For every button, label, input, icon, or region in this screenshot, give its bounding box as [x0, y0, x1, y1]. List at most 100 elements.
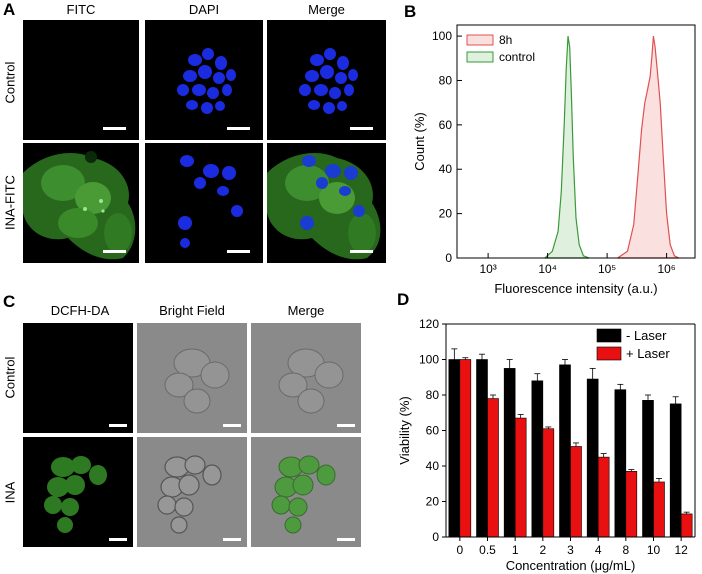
panel-c-row-control: Control	[2, 356, 18, 399]
merge-cells	[267, 153, 381, 260]
micrograph-c-control-merge	[251, 323, 361, 433]
x-tick-label: 12	[674, 543, 688, 557]
x-tick-label: 10³	[479, 262, 496, 276]
y-tick-label: 60	[426, 424, 440, 438]
bar-no-laser	[614, 389, 627, 538]
micrograph-c-control-dcfh	[23, 323, 133, 433]
dapi-nuclei	[177, 48, 236, 114]
y-tick-label: 100	[432, 29, 452, 43]
legend-swatch	[596, 346, 622, 361]
scale-bar	[350, 127, 373, 130]
y-axis-label: Viability (%)	[397, 396, 412, 464]
bar-no-laser	[559, 364, 571, 538]
bright-field-cells	[164, 348, 230, 414]
bar-no-laser	[669, 403, 682, 538]
bar-laser	[542, 428, 555, 538]
panel-a-col-dapi: DAPI	[188, 2, 220, 17]
legend-label: + Laser	[626, 346, 670, 361]
x-tick-label: 10⁵	[598, 262, 616, 276]
panel-c-col-merge: Merge	[287, 303, 325, 318]
legend-swatch	[466, 51, 494, 63]
y-tick-label: 40	[426, 459, 440, 473]
micrograph-c-control-bright	[137, 323, 247, 433]
scale-bar	[103, 127, 126, 130]
scale-bar	[350, 250, 373, 253]
bar-laser	[570, 446, 582, 538]
bar-laser	[597, 456, 610, 538]
scale-bar	[227, 250, 250, 253]
bar-laser	[514, 417, 527, 538]
legend-label: control	[499, 50, 535, 64]
y-tick-label: 80	[426, 388, 440, 402]
micrograph-a-control-merge	[267, 20, 386, 140]
merge-nuclei	[299, 48, 358, 114]
x-tick-label: 0	[456, 543, 463, 557]
micrograph-a-control-fitc	[23, 20, 139, 140]
scale-bar	[337, 538, 355, 541]
bright-field-cells	[157, 455, 222, 534]
micrograph-c-ina-dcfh	[23, 437, 133, 547]
bar-no-laser	[531, 380, 544, 538]
panel-c-col-bright: Bright Field	[159, 303, 225, 318]
panel-a-row-ina-fitc: INA-FITC	[2, 175, 18, 230]
histogram-1	[544, 36, 590, 259]
bar-no-laser	[642, 400, 654, 538]
x-tick-label: 0.5	[479, 543, 496, 557]
plot-frame	[456, 24, 696, 259]
x-tick-label: 10⁴	[538, 262, 557, 276]
scale-bar	[227, 127, 250, 130]
scale-bar	[103, 250, 126, 253]
panel-c-letter: C	[3, 292, 16, 311]
bar-no-laser	[448, 359, 461, 538]
panel-a-row-control: Control	[2, 61, 18, 104]
y-tick-label: 20	[426, 495, 440, 509]
x-tick-label: 10⁶	[657, 262, 675, 276]
legend-label: 8h	[499, 33, 512, 47]
bar-laser	[487, 398, 499, 538]
fitc-cells	[23, 151, 136, 260]
y-tick-label: 100	[419, 353, 439, 367]
y-tick-label: 0	[445, 251, 452, 265]
bar-no-laser	[586, 378, 599, 538]
scale-bar	[109, 424, 127, 427]
y-axis-label: Count (%)	[412, 112, 427, 171]
x-tick-label: 1	[512, 543, 519, 557]
dapi-nuclei	[178, 155, 243, 248]
scale-bar	[109, 538, 127, 541]
x-axis-label: Fluorescence intensity (a.u.)	[494, 281, 657, 296]
bar-laser	[680, 513, 693, 538]
panel-c-row-ina: INA	[2, 481, 18, 504]
micrograph-c-ina-bright	[137, 437, 247, 547]
y-tick-label: 40	[439, 162, 453, 176]
bar-no-laser	[503, 368, 516, 538]
x-tick-label: 2	[539, 543, 546, 557]
scale-bar	[223, 424, 241, 427]
x-axis-label: Concentration (μg/mL)	[506, 558, 636, 573]
scale-bar	[337, 424, 355, 427]
bar-laser	[459, 359, 472, 538]
x-tick-label: 4	[595, 543, 602, 557]
legend-swatch	[466, 34, 494, 46]
panel-b-letter: B	[404, 2, 417, 21]
panel-d-letter: D	[397, 290, 410, 309]
micrograph-a-ina-fitc-dapi	[145, 143, 263, 263]
panel-a-col-fitc: FITC	[66, 2, 96, 17]
y-tick-label: 60	[439, 118, 453, 132]
panel-a-col-merge: Merge	[308, 2, 345, 17]
y-tick-label: 80	[439, 73, 453, 87]
y-tick-label: 0	[432, 530, 439, 544]
legend-label: - Laser	[626, 328, 667, 343]
micrograph-c-ina-merge	[251, 437, 361, 547]
panel-a-letter: A	[3, 0, 16, 19]
micrograph-a-ina-fitc-merge	[267, 143, 386, 263]
x-tick-label: 3	[567, 543, 574, 557]
bar-laser	[625, 471, 638, 538]
micrograph-a-ina-fitc-fitc	[23, 143, 139, 263]
x-tick-label: 10	[647, 543, 661, 557]
x-tick-label: 8	[622, 543, 629, 557]
y-tick-label: 120	[419, 317, 439, 331]
bar-laser	[653, 481, 665, 538]
merge-cells	[271, 455, 336, 534]
micrograph-a-control-dapi	[145, 20, 263, 140]
